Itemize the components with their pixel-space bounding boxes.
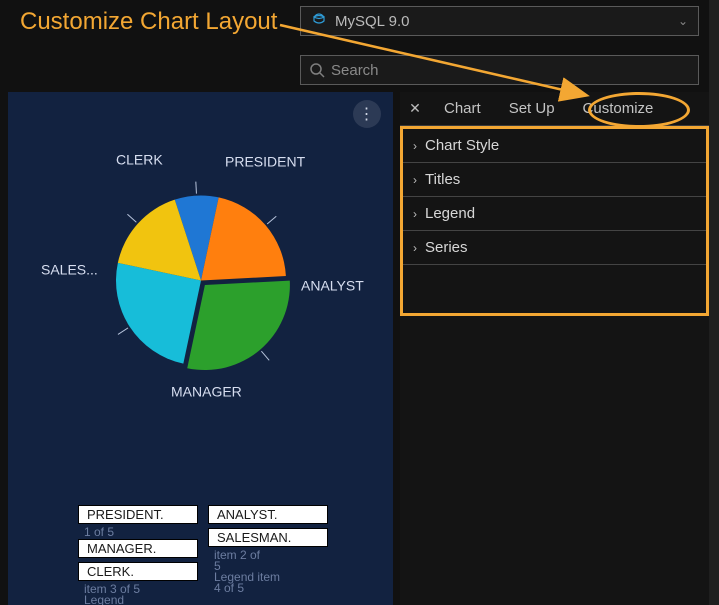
- legend-subtext: Legend: [84, 594, 198, 605]
- tab-chart[interactable]: Chart: [430, 92, 495, 126]
- pie-chart: PRESIDENT ANALYST MANAGER SALES... CLERK: [21, 131, 381, 434]
- search-input[interactable]: [331, 62, 690, 79]
- legend-item[interactable]: SALESMAN.: [208, 528, 328, 547]
- svg-text:ANALYST: ANALYST: [301, 278, 364, 294]
- legend-item[interactable]: MANAGER.: [78, 539, 198, 558]
- chevron-right-icon: ›: [413, 207, 417, 221]
- svg-text:CLERK: CLERK: [116, 152, 163, 168]
- svg-text:MANAGER: MANAGER: [171, 384, 242, 400]
- accordion-label: Legend: [425, 205, 475, 222]
- search-icon: [309, 62, 325, 78]
- chevron-right-icon: ›: [413, 173, 417, 187]
- tab-bar: ✕ Chart Set Up Customize: [400, 92, 709, 126]
- svg-text:PRESIDENT: PRESIDENT: [225, 154, 306, 170]
- legend-item[interactable]: PRESIDENT.: [78, 505, 198, 524]
- search-field[interactable]: [300, 55, 699, 85]
- customize-panel: ✕ Chart Set Up Customize › Chart Style ›…: [400, 92, 709, 605]
- tab-customize[interactable]: Customize: [569, 92, 668, 126]
- accordion-label: Series: [425, 239, 468, 256]
- page-title: Customize Chart Layout: [0, 8, 300, 36]
- chart-preview-panel: ⋮ PRESIDENT ANALYST MANAGER SALES... CLERK P…: [8, 92, 393, 605]
- svg-text:SALES...: SALES...: [41, 262, 98, 278]
- chevron-down-icon: ⌄: [678, 14, 688, 28]
- database-dropdown-label: MySQL 9.0: [335, 13, 409, 30]
- chevron-right-icon: ›: [413, 139, 417, 153]
- accordion-series[interactable]: › Series: [403, 231, 706, 265]
- accordion-label: Titles: [425, 171, 460, 188]
- vertical-scrollbar[interactable]: [709, 0, 719, 605]
- legend-item[interactable]: ANALYST.: [208, 505, 328, 524]
- close-icon: ✕: [409, 100, 421, 116]
- legend-subtext: 1 of 5: [84, 526, 198, 539]
- database-icon: [311, 13, 327, 29]
- accordion-legend[interactable]: › Legend: [403, 197, 706, 231]
- tab-setup[interactable]: Set Up: [495, 92, 569, 126]
- close-panel-button[interactable]: ✕: [400, 100, 430, 117]
- chevron-right-icon: ›: [413, 241, 417, 255]
- legend-item[interactable]: CLERK.: [78, 562, 198, 581]
- database-dropdown[interactable]: MySQL 9.0 ⌄: [300, 6, 699, 36]
- chart-menu-button[interactable]: ⋮: [353, 100, 381, 128]
- accordion-chart-style[interactable]: › Chart Style: [403, 129, 706, 163]
- kebab-icon: ⋮: [359, 104, 376, 124]
- accordion-label: Chart Style: [425, 137, 499, 154]
- customize-accordion: › Chart Style › Titles › Legend › Series: [400, 126, 709, 316]
- accordion-titles[interactable]: › Titles: [403, 163, 706, 197]
